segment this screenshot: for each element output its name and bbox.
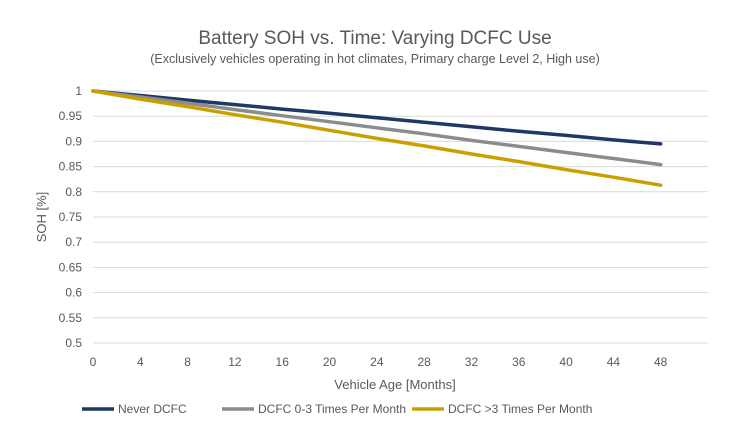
legend: Never DCFC DCFC 0-3 Times Per Month DCFC >… [82, 402, 592, 416]
legend-label-0: Never DCFC [118, 402, 187, 416]
series-lines [91, 89, 663, 187]
y-tick-label: 0.9 [65, 134, 82, 148]
x-tick-label: 36 [512, 355, 526, 369]
x-tick-label: 0 [90, 355, 97, 369]
gridlines [93, 90, 708, 344]
x-tick-label: 20 [323, 355, 337, 369]
x-tick-label: 12 [228, 355, 242, 369]
series-line-1 [91, 89, 663, 167]
x-tick-label: 40 [559, 355, 573, 369]
series-line-2 [91, 89, 663, 187]
y-tick-label: 0.5 [65, 336, 82, 350]
x-tick-label: 4 [137, 355, 144, 369]
y-tick-label: 0.55 [59, 311, 83, 325]
y-tick-label: 0.85 [59, 160, 83, 174]
y-tick-label: 0.65 [59, 260, 83, 274]
x-tick-label: 32 [465, 355, 479, 369]
y-tick-label: 0.7 [65, 235, 82, 249]
y-tick-label: 1 [75, 84, 82, 98]
x-tick-label: 24 [370, 355, 384, 369]
x-tick-labels: 0 4 8 12 16 20 24 28 32 36 40 44 48 [90, 355, 668, 369]
chart-title: Battery SOH vs. Time: Varying DCFC Use [198, 28, 551, 49]
y-tick-label: 0.6 [65, 286, 82, 300]
legend-label-1: DCFC 0-3 Times Per Month [258, 402, 406, 416]
y-tick-labels: 0.5 0.55 0.6 0.65 0.7 0.75 0.8 0.85 0.9 0.95 1 [59, 84, 83, 350]
series-line-0 [91, 89, 663, 146]
x-tick-label: 48 [654, 355, 668, 369]
x-axis-label: Vehicle Age [Months] [334, 377, 455, 392]
y-tick-label: 0.95 [59, 109, 83, 123]
x-tick-label: 8 [184, 355, 191, 369]
legend-label-2: DCFC >3 Times Per Month [448, 402, 592, 416]
x-tick-label: 16 [276, 355, 290, 369]
chart-subtitle: (Exclusively vehicles operating in hot c… [150, 52, 600, 66]
y-tick-label: 0.75 [59, 210, 83, 224]
x-tick-label: 28 [417, 355, 431, 369]
y-tick-label: 0.8 [65, 185, 82, 199]
x-tick-label: 44 [607, 355, 621, 369]
y-axis-label: SOH [%] [34, 192, 49, 243]
